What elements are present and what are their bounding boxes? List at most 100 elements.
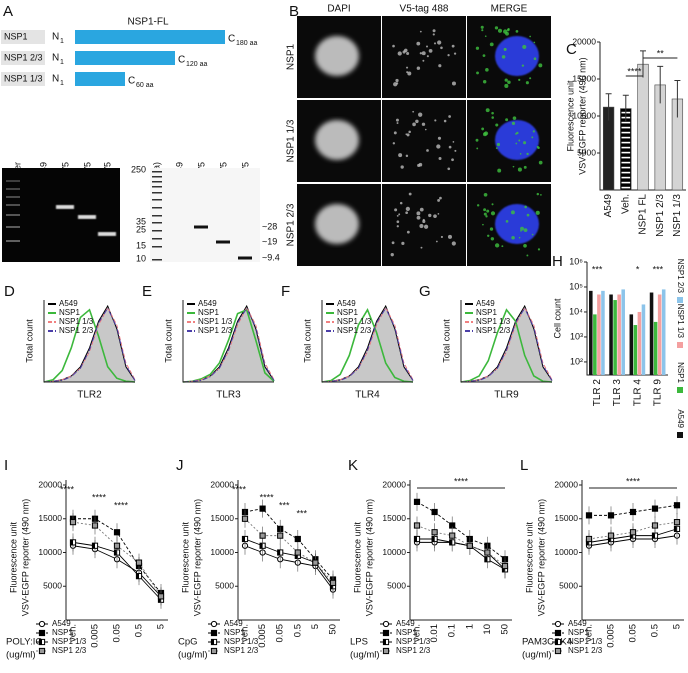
speckle — [405, 206, 411, 212]
marker-label: 35 — [136, 216, 146, 226]
error-bar — [605, 93, 612, 121]
speckle — [448, 115, 451, 118]
column-header: DAPI — [327, 4, 350, 15]
speckle — [407, 71, 412, 76]
y-tick-label: 15000 — [210, 513, 234, 523]
legend-label: NSP1 2/3 — [52, 646, 87, 655]
density-area — [44, 306, 135, 382]
gel-band — [98, 232, 116, 236]
micrograph — [382, 184, 466, 266]
speckle — [518, 78, 521, 82]
marker — [651, 522, 659, 529]
x-axis-label: CpG — [178, 637, 198, 648]
speckle — [443, 119, 447, 123]
speckle — [400, 165, 404, 169]
marker — [294, 549, 301, 556]
marker-half — [114, 549, 117, 556]
y-tick-label: 20000 — [38, 479, 62, 489]
speckle — [483, 192, 488, 197]
legend-swatch — [677, 387, 683, 393]
speckle — [440, 46, 443, 50]
y-axis-label: Total count — [163, 319, 173, 363]
marker — [607, 532, 615, 539]
marker — [259, 532, 266, 539]
marker — [413, 498, 421, 505]
y-tick-label: 10000 — [210, 547, 234, 557]
y-tick-label: 15000 — [554, 513, 578, 523]
speckle — [398, 213, 401, 216]
series-line — [416, 525, 506, 567]
marker-half — [652, 533, 655, 539]
speckle — [490, 237, 495, 241]
legend-label: A549 — [59, 299, 78, 308]
marker-band — [152, 181, 162, 183]
legend-label: A549 — [224, 619, 243, 628]
speckle — [523, 243, 527, 248]
row-label: NSP1 2/3 — [286, 203, 297, 246]
blot — [150, 168, 260, 262]
speckle — [494, 243, 500, 248]
speckle — [521, 64, 525, 67]
marker — [673, 519, 681, 526]
density-line — [321, 308, 414, 383]
speckle — [432, 33, 435, 36]
legend-label: NSP1 — [568, 628, 589, 637]
speckle — [476, 71, 479, 75]
legend-marker — [554, 647, 562, 655]
legend-marker — [38, 620, 46, 628]
speckle — [437, 212, 440, 215]
density-line — [321, 306, 414, 383]
speckle — [526, 254, 529, 257]
speckle — [505, 118, 509, 122]
y-tick-label: 20000 — [382, 479, 406, 489]
legend-label: A549 — [568, 619, 587, 628]
significance: * — [636, 264, 640, 274]
marker — [431, 508, 438, 516]
y-tick-label: 10⁴ — [569, 306, 583, 316]
x-tick-label: veh. — [584, 624, 595, 642]
speckle — [496, 142, 501, 147]
error-bar — [622, 94, 629, 122]
legend-label: NSP1 2/3 — [676, 259, 685, 294]
marker-band — [152, 215, 162, 217]
x-tick-label: 0.005 — [606, 624, 617, 648]
ladder-band — [6, 226, 20, 228]
series-line — [244, 538, 334, 587]
legend-marker — [210, 629, 218, 637]
density-area — [461, 306, 552, 382]
x-tick-label: 10 — [482, 624, 493, 635]
speckle — [531, 233, 534, 236]
speckle — [394, 208, 398, 212]
speckle — [421, 51, 426, 56]
speckle — [535, 210, 540, 215]
error-bar — [640, 50, 646, 78]
marker — [501, 562, 509, 570]
x-axis-label: TLR3 — [216, 390, 241, 401]
marker — [91, 522, 99, 529]
significance: **** — [232, 484, 247, 494]
speckle — [482, 223, 484, 226]
y-tick-label: 5000 — [577, 147, 596, 157]
speckle — [395, 118, 399, 122]
row-label: NSP1 1/3 — [286, 119, 297, 162]
density-line — [460, 307, 553, 383]
construct-bar — [75, 51, 175, 65]
marker-half — [484, 556, 488, 562]
speckle — [451, 44, 455, 48]
speckle — [406, 51, 410, 55]
x-tick-label: TLR 2 — [592, 379, 603, 407]
y-tick-label: 10000 — [382, 547, 406, 557]
construct-name: NSP1 — [4, 31, 28, 41]
marker — [312, 559, 319, 566]
nucleus — [315, 36, 359, 76]
marker — [484, 549, 491, 556]
marker-band — [152, 207, 162, 209]
bar — [589, 290, 593, 375]
speckle — [522, 44, 527, 50]
construct-name: NSP1 2/3 — [4, 52, 43, 62]
legend-label: NSP1 — [52, 628, 73, 637]
speckle — [447, 54, 450, 57]
legend-label: A549 — [476, 299, 495, 308]
x-tick-label: veh. — [240, 624, 251, 642]
